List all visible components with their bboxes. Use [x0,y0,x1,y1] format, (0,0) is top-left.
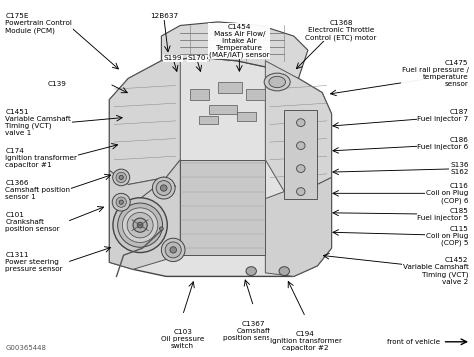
Polygon shape [109,61,180,185]
Ellipse shape [153,177,175,199]
Ellipse shape [160,185,167,191]
Ellipse shape [133,218,147,232]
Ellipse shape [119,175,123,180]
Text: C1475
Fuel rail pressure /
temperature
sensor: C1475 Fuel rail pressure / temperature s… [401,60,469,87]
Text: C1311
Power steering
pressure sensor: C1311 Power steering pressure sensor [5,252,63,272]
Ellipse shape [127,212,153,238]
Text: C194
Ignition transformer
capacitor #2: C194 Ignition transformer capacitor #2 [270,331,342,351]
Ellipse shape [159,227,163,231]
Polygon shape [265,61,331,192]
Text: S170: S170 [188,55,206,61]
Text: C116
Coil on Plug
(COP) 6: C116 Coil on Plug (COP) 6 [426,183,469,203]
FancyBboxPatch shape [190,89,209,100]
Text: C1368
Electronic Throttle
Control (ETC) motor: C1368 Electronic Throttle Control (ETC) … [305,20,377,41]
Text: front of vehicle: front of vehicle [387,339,440,345]
Text: C1451
Variable Camshaft
Timing (VCT)
valve 1: C1451 Variable Camshaft Timing (VCT) val… [5,109,71,136]
Ellipse shape [156,181,171,196]
Ellipse shape [170,247,176,253]
Ellipse shape [165,242,181,258]
Text: S199: S199 [164,55,182,61]
Ellipse shape [122,208,158,242]
FancyBboxPatch shape [218,82,242,92]
Ellipse shape [264,73,290,91]
Ellipse shape [116,172,127,182]
Polygon shape [180,160,265,255]
Ellipse shape [246,267,256,276]
Ellipse shape [118,203,163,247]
Ellipse shape [113,198,167,252]
Text: C1454
Mass Air Flow/
Intake Air
Temperature
(MAF/IAT) sensor: C1454 Mass Air Flow/ Intake Air Temperat… [209,24,270,58]
Ellipse shape [116,197,127,207]
Text: C187
Fuel injector 7: C187 Fuel injector 7 [417,109,469,122]
Text: C115
Coil on Plug
(COP) 5: C115 Coil on Plug (COP) 5 [426,226,469,246]
Text: C1452
Variable Camshaft
Timing (VCT)
valve 2: C1452 Variable Camshaft Timing (VCT) val… [403,257,469,285]
Text: C174
Ignition transformer
capacitor #1: C174 Ignition transformer capacitor #1 [5,148,77,168]
FancyBboxPatch shape [246,89,265,100]
Ellipse shape [161,238,185,262]
Ellipse shape [297,188,305,196]
FancyBboxPatch shape [199,116,218,124]
Ellipse shape [113,169,130,186]
Text: G00365448: G00365448 [5,345,46,351]
Text: C1366
Camshaft position
sensor 1: C1366 Camshaft position sensor 1 [5,180,71,200]
Ellipse shape [297,142,305,150]
FancyBboxPatch shape [284,110,318,198]
Text: C101
Crankshaft
position sensor: C101 Crankshaft position sensor [5,212,60,232]
Ellipse shape [297,165,305,172]
Text: C139: C139 [48,81,67,87]
Polygon shape [109,57,331,276]
Ellipse shape [297,119,305,126]
Ellipse shape [112,193,130,211]
Text: S136
S162: S136 S162 [450,162,469,175]
Text: C1367
Camshaft
position sensor 2: C1367 Camshaft position sensor 2 [223,321,284,341]
Text: C185
Fuel injector 5: C185 Fuel injector 5 [417,208,469,221]
Polygon shape [265,177,331,276]
FancyBboxPatch shape [209,105,237,114]
Polygon shape [161,22,308,79]
Ellipse shape [269,76,285,88]
Text: C175E
Powertrain Control
Module (PCM): C175E Powertrain Control Module (PCM) [5,14,73,34]
Text: C103
Oil pressure
switch: C103 Oil pressure switch [161,330,204,350]
Text: C186
Fuel injector 6: C186 Fuel injector 6 [417,137,469,150]
Ellipse shape [119,200,123,204]
Ellipse shape [279,267,290,276]
Polygon shape [109,160,180,269]
Text: 12B637: 12B637 [150,13,178,19]
FancyBboxPatch shape [237,112,256,121]
Ellipse shape [137,222,143,228]
